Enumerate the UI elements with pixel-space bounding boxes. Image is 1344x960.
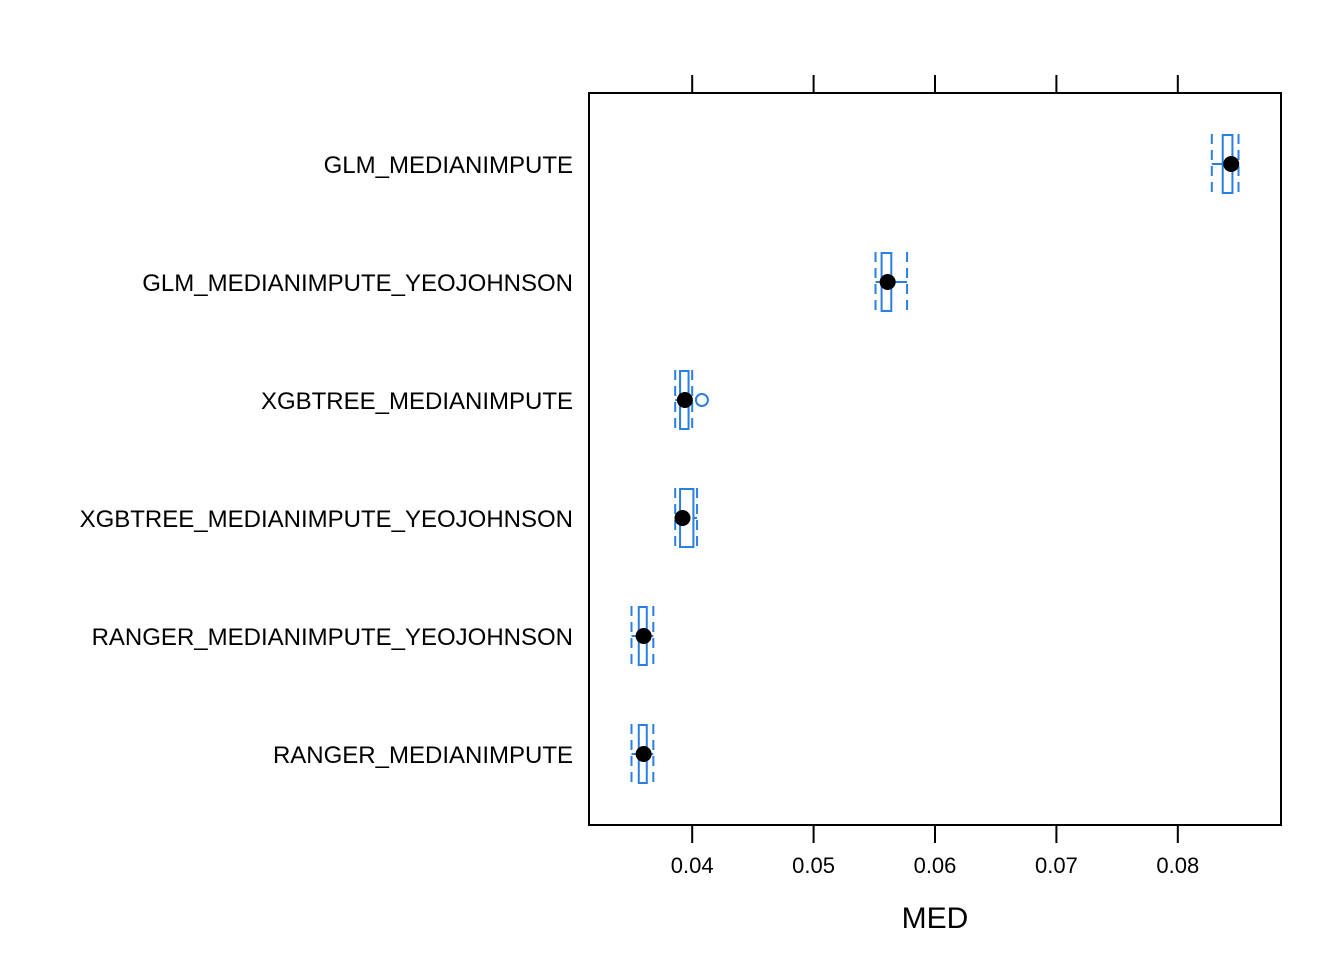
x-tick-label: 0.07 bbox=[1035, 853, 1078, 878]
box-4 bbox=[674, 488, 699, 548]
median-dot bbox=[635, 628, 652, 644]
median-dot bbox=[674, 510, 691, 526]
median-dot bbox=[879, 274, 896, 290]
x-tick-label: 0.04 bbox=[671, 853, 714, 878]
category-label: GLM_MEDIANIMPUTE bbox=[324, 152, 573, 179]
plot-frame bbox=[588, 92, 1282, 826]
box-5 bbox=[630, 606, 655, 666]
median-dot bbox=[1223, 156, 1240, 172]
x-tick-label: 0.08 bbox=[1156, 853, 1199, 878]
box-2 bbox=[874, 252, 909, 312]
x-tick-label: 0.05 bbox=[792, 853, 835, 878]
median-dot bbox=[635, 746, 652, 762]
category-label: RANGER_MEDIANIMPUTE bbox=[273, 742, 573, 769]
x-axis-title: MED bbox=[902, 902, 969, 935]
box-series bbox=[630, 134, 1240, 784]
box-1 bbox=[1210, 134, 1240, 194]
x-tick-label: 0.06 bbox=[914, 853, 957, 878]
category-label: RANGER_MEDIANIMPUTE_YEOJOHNSON bbox=[92, 624, 573, 651]
category-labels: GLM_MEDIANIMPUTE GLM_MEDIANIMPUTE_YEOJOHN… bbox=[80, 152, 573, 769]
box-3 bbox=[674, 370, 709, 430]
x-axis-ticks: 0.04 0.05 0.06 0.07 0.08 bbox=[671, 75, 1199, 878]
outlier-point bbox=[694, 393, 709, 407]
box-6 bbox=[630, 724, 655, 784]
category-label: GLM_MEDIANIMPUTE_YEOJOHNSON bbox=[142, 270, 573, 297]
median-dot bbox=[676, 392, 693, 408]
category-label: XGBTREE_MEDIANIMPUTE bbox=[261, 388, 573, 415]
category-label: XGBTREE_MEDIANIMPUTE_YEOJOHNSON bbox=[80, 506, 573, 533]
